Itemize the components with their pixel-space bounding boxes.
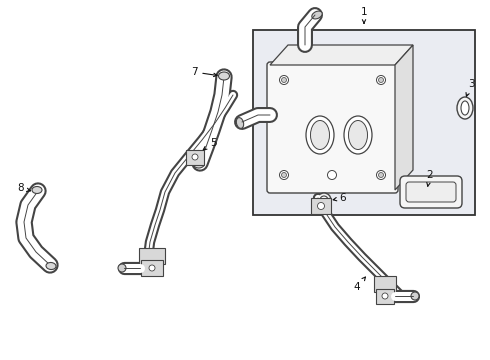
Ellipse shape <box>327 171 337 180</box>
Ellipse shape <box>149 265 155 271</box>
Ellipse shape <box>236 118 244 129</box>
Ellipse shape <box>281 77 287 82</box>
Text: 8: 8 <box>18 183 30 193</box>
Text: 7: 7 <box>191 67 217 77</box>
Text: 5: 5 <box>203 138 216 150</box>
FancyBboxPatch shape <box>139 248 165 264</box>
Ellipse shape <box>457 97 473 119</box>
Ellipse shape <box>317 193 331 207</box>
Ellipse shape <box>312 11 322 19</box>
Text: 3: 3 <box>466 79 474 96</box>
Ellipse shape <box>320 196 328 204</box>
Ellipse shape <box>192 154 198 160</box>
Ellipse shape <box>382 293 388 299</box>
Ellipse shape <box>281 172 287 177</box>
Ellipse shape <box>376 76 386 85</box>
Ellipse shape <box>279 171 289 180</box>
FancyBboxPatch shape <box>400 176 462 208</box>
Ellipse shape <box>306 116 334 154</box>
Ellipse shape <box>311 121 329 149</box>
Ellipse shape <box>378 77 384 82</box>
Text: 1: 1 <box>361 7 368 23</box>
FancyBboxPatch shape <box>406 182 456 202</box>
FancyBboxPatch shape <box>186 150 204 165</box>
FancyBboxPatch shape <box>376 289 394 304</box>
Ellipse shape <box>461 101 469 115</box>
Ellipse shape <box>376 171 386 180</box>
Polygon shape <box>395 45 413 190</box>
Bar <box>253 30 475 215</box>
Polygon shape <box>270 45 413 65</box>
FancyBboxPatch shape <box>311 198 331 214</box>
Ellipse shape <box>32 186 42 194</box>
Text: 4: 4 <box>354 277 366 292</box>
Ellipse shape <box>411 292 419 300</box>
Ellipse shape <box>344 116 372 154</box>
Ellipse shape <box>378 172 384 177</box>
Ellipse shape <box>279 76 289 85</box>
Ellipse shape <box>46 262 56 270</box>
FancyBboxPatch shape <box>267 62 398 193</box>
Ellipse shape <box>318 202 324 210</box>
Ellipse shape <box>219 72 229 80</box>
Ellipse shape <box>348 121 368 149</box>
Text: 2: 2 <box>427 170 433 186</box>
FancyBboxPatch shape <box>374 276 396 292</box>
Ellipse shape <box>118 264 126 272</box>
FancyBboxPatch shape <box>141 260 163 276</box>
Ellipse shape <box>194 160 204 168</box>
Text: 6: 6 <box>333 193 346 203</box>
